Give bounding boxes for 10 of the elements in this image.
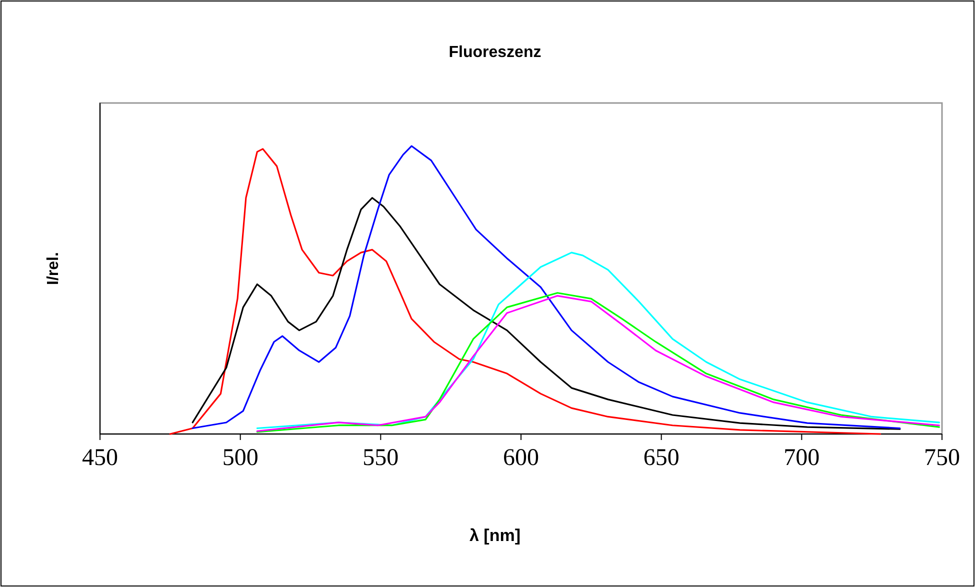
x-tick-label: 650 bbox=[643, 445, 680, 471]
chart-title: Fluoreszenz bbox=[448, 44, 542, 61]
x-tick-label: 700 bbox=[784, 445, 820, 471]
x-tick-label: 550 bbox=[362, 445, 399, 471]
x-tick-label: 750 bbox=[924, 445, 960, 471]
x-axis-title: λ [nm] bbox=[470, 526, 520, 545]
x-tick-label: 450 bbox=[82, 445, 118, 471]
x-tick-label: 500 bbox=[222, 445, 258, 471]
y-axis-title: I/rel. bbox=[45, 252, 62, 285]
x-tick-label: 600 bbox=[503, 445, 539, 471]
